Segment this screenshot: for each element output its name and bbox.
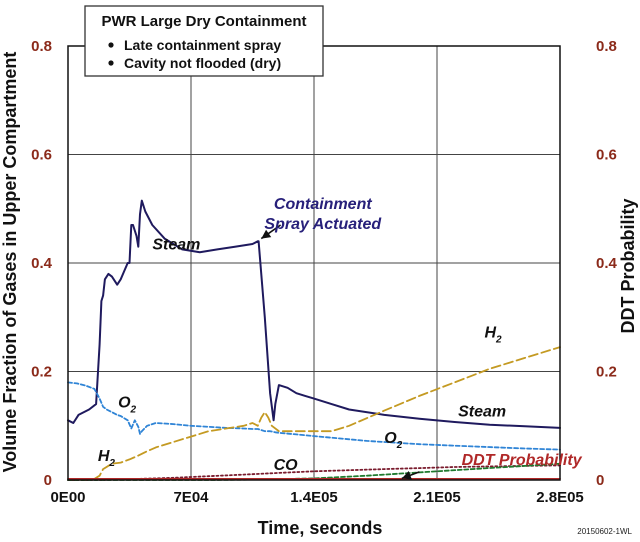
- y-tick-label-1: 0.2: [31, 364, 52, 381]
- legend-bullet-2: [108, 60, 114, 66]
- annotation-o2-upper-text: O: [118, 394, 131, 411]
- annotation-steam-lower: Steam: [458, 404, 506, 421]
- y2-tick-label-2: 0.4: [596, 255, 618, 272]
- annotation-ddt-text: DDT Probability: [462, 452, 583, 469]
- legend-title: PWR Large Dry Containment: [101, 13, 306, 30]
- y2-tick-label-0: 0: [596, 472, 604, 489]
- annotation-steam-upper: Steam: [152, 236, 200, 253]
- annotation-o2-lower-text: O: [384, 430, 397, 447]
- y-axis-title: Volume Fraction of Gases in Upper Compar…: [0, 52, 20, 473]
- tick-labels: 0E00 7E04 1.4E05 2.1E05 2.8E05 0 0 0.2 0.2 0.4 0.4…: [31, 38, 617, 506]
- series-line-h2: [67, 346, 561, 481]
- x-tick-label-2: 1.4E05: [290, 489, 338, 506]
- x-tick-label-3: 2.1E05: [413, 489, 461, 506]
- annotation-o2-lower: O2: [384, 430, 402, 451]
- legend-item-1: Late containment spray: [124, 37, 281, 53]
- legend-bullet-1: [108, 42, 114, 48]
- y-tick-label-0: 0: [44, 472, 52, 489]
- annotation-o2-upper: O2: [118, 394, 136, 415]
- annotation-o2-lower-sub: 2: [396, 440, 403, 451]
- legend-item-2: Cavity not flooded (dry): [124, 55, 281, 71]
- y2-tick-label-4: 0.8: [596, 38, 617, 55]
- x-axis-title: Time, seconds: [258, 518, 383, 538]
- series-line-o2: [67, 381, 561, 451]
- spray-arrow-head: [261, 229, 272, 239]
- y-tick-label-3: 0.6: [31, 147, 52, 164]
- ddt-arrow-head: [401, 471, 412, 480]
- annotation-steam-lower-text: Steam: [458, 404, 506, 421]
- legend-box: PWR Large Dry Containment Late containme…: [84, 5, 324, 77]
- figure-id: 20150602-1WL: [577, 527, 632, 536]
- annotation-co: CO: [274, 457, 299, 474]
- annotation-h2-upper-text: H: [484, 324, 496, 341]
- annotation-arrows: [260, 224, 420, 480]
- annotation-h2-upper-sub: 2: [495, 334, 502, 345]
- annotation-spray-line-1: Spray Actuated: [264, 216, 382, 233]
- annotation-h2-lower: H2: [98, 448, 116, 469]
- y-tick-label-2: 0.4: [31, 255, 53, 272]
- annotation-o2-upper-sub: 2: [130, 404, 137, 415]
- y-tick-label-4: 0.8: [31, 38, 52, 55]
- annotation-h2-lower-text: H: [98, 448, 110, 465]
- x-tick-label-0: 0E00: [50, 489, 85, 506]
- annotation-co-text: CO: [274, 457, 299, 474]
- y2-tick-label-3: 0.6: [596, 147, 617, 164]
- annotation-h2-upper: H2: [484, 324, 502, 345]
- annotation-spray-line-0: Containment: [274, 196, 372, 213]
- y2-axis-title: DDT Probability: [618, 198, 638, 333]
- annotation-spray: Containment Spray Actuated: [264, 196, 382, 233]
- annotation-steam-upper-text: Steam: [152, 236, 200, 253]
- y2-tick-label-1: 0.2: [596, 364, 617, 381]
- series-line-steam: [67, 199, 561, 429]
- annotation-ddt: DDT Probability: [462, 452, 583, 469]
- x-tick-label-1: 7E04: [173, 489, 209, 506]
- annotation-h2-lower-sub: 2: [108, 458, 115, 469]
- x-tick-label-4: 2.8E05: [536, 489, 584, 506]
